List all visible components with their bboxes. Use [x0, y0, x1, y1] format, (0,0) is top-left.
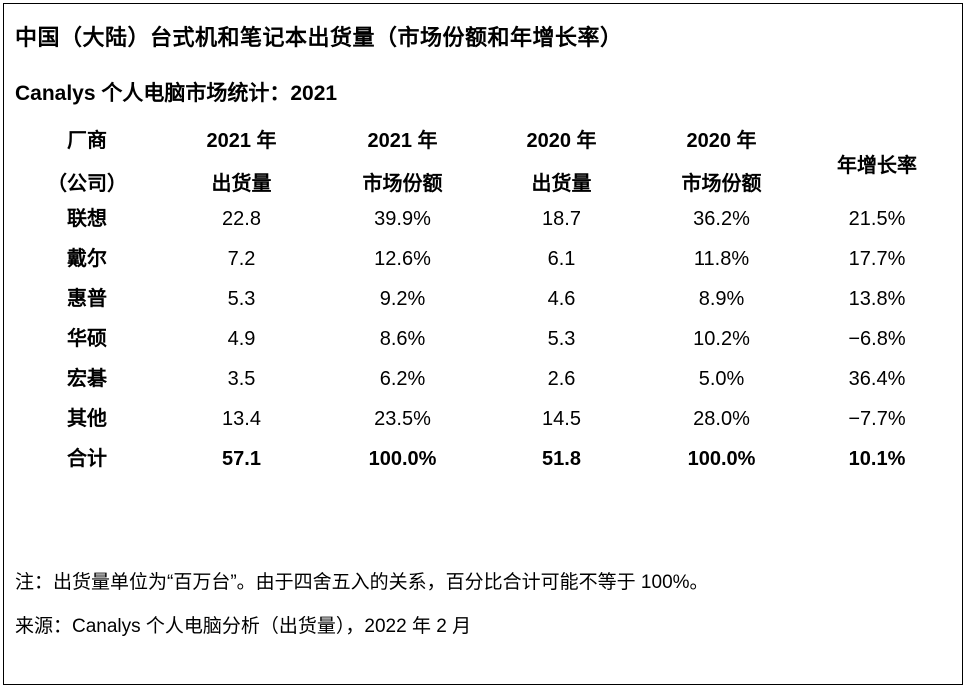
- share-2021-cell: 100.0%: [368, 448, 437, 470]
- shipments-2020-cell: 18.7: [542, 208, 581, 230]
- data-table: 厂商 （公司） 2021 年 出货量 2021 年 市场份额 2020 年 出货…: [14, 120, 952, 479]
- header-share-2020-line2: 市场份额: [681, 173, 762, 195]
- growth-cell: −6.8%: [848, 328, 906, 350]
- vendor-cell: 其他: [67, 408, 107, 430]
- growth-cell: 36.4%: [848, 368, 906, 390]
- shipments-2021-cell: 5.3: [227, 288, 256, 310]
- table-row-dell: 戴尔 7.2 12.6% 6.1 11.8% 17.7%: [14, 239, 952, 279]
- vendor-cell: 华硕: [67, 328, 107, 350]
- source-line: 来源：Canalys 个人电脑分析（出货量），2022 年 2 月: [15, 616, 472, 637]
- growth-cell: 17.7%: [848, 248, 906, 270]
- growth-cell: −7.7%: [848, 408, 906, 430]
- share-2020-cell: 36.2%: [693, 208, 750, 230]
- table-row-others: 其他 13.4 23.5% 14.5 28.0% −7.7%: [14, 399, 952, 439]
- share-2020-cell: 8.9%: [698, 288, 745, 310]
- header-vendor-line1: 厂商: [67, 130, 107, 152]
- table-header-row: 厂商 （公司） 2021 年 出货量 2021 年 市场份额 2020 年 出货…: [14, 120, 952, 206]
- vendor-cell: 惠普: [67, 288, 107, 310]
- share-2021-cell: 9.2%: [379, 288, 426, 310]
- shipments-2021-cell: 4.9: [227, 328, 256, 350]
- share-2020-cell: 100.0%: [687, 448, 756, 470]
- header-shipments-2020: 2020 年 出货量: [482, 120, 641, 206]
- header-share-2020-line1: 2020 年: [686, 130, 757, 152]
- header-share-2021-line1: 2021 年: [367, 130, 438, 152]
- vendor-cell: 宏碁: [67, 368, 107, 390]
- share-2020-cell: 28.0%: [693, 408, 750, 430]
- shipments-2020-cell: 14.5: [542, 408, 581, 430]
- header-share-2021: 2021 年 市场份额: [323, 120, 482, 206]
- table-row-lenovo: 联想 22.8 39.9% 18.7 36.2% 21.5%: [14, 199, 952, 239]
- vendor-cell: 合计: [67, 448, 107, 470]
- vendor-cell: 联想: [67, 208, 107, 230]
- shipments-2021-cell: 7.2: [227, 248, 256, 270]
- note-line: 注：出货量单位为“百万台”。由于四舍五入的关系，百分比合计可能不等于 100%。: [15, 572, 709, 593]
- header-shipments-2020-line1: 2020 年: [526, 130, 597, 152]
- shipments-2020-cell: 5.3: [547, 328, 576, 350]
- page-title: 中国（大陆）台式机和笔记本出货量（市场份额和年增长率）: [15, 25, 623, 50]
- header-share-2020: 2020 年 市场份额: [641, 120, 802, 206]
- shipments-2020-cell: 6.1: [547, 248, 576, 270]
- share-2021-cell: 23.5%: [374, 408, 431, 430]
- header-shipments-2021-line2: 出货量: [211, 173, 272, 195]
- table-row-asus: 华硕 4.9 8.6% 5.3 10.2% −6.8%: [14, 319, 952, 359]
- header-vendor: 厂商 （公司）: [14, 120, 160, 206]
- header-growth-line1: 年增长率: [837, 154, 917, 177]
- header-share-2021-line2: 市场份额: [362, 173, 443, 195]
- table-body: 联想 22.8 39.9% 18.7 36.2% 21.5% 戴尔 7.2 12…: [14, 199, 952, 479]
- share-2020-cell: 5.0%: [698, 368, 745, 390]
- table-row-hp: 惠普 5.3 9.2% 4.6 8.9% 13.8%: [14, 279, 952, 319]
- shipments-2021-cell: 57.1: [222, 448, 261, 470]
- share-2021-cell: 39.9%: [374, 208, 431, 230]
- share-2021-cell: 8.6%: [379, 328, 426, 350]
- header-growth: 年增长率: [802, 120, 952, 206]
- growth-cell: 21.5%: [848, 208, 906, 230]
- header-shipments-2021: 2021 年 出货量: [160, 120, 323, 206]
- share-2021-cell: 6.2%: [379, 368, 426, 390]
- shipments-2021-cell: 3.5: [227, 368, 256, 390]
- table-row-total: 合计 57.1 100.0% 51.8 100.0% 10.1%: [14, 439, 952, 479]
- footnotes: 注：出货量单位为“百万台”。由于四舍五入的关系，百分比合计可能不等于 100%。…: [15, 561, 709, 649]
- growth-cell: 10.1%: [848, 448, 906, 470]
- shipments-2021-cell: 22.8: [222, 208, 261, 230]
- table-row-acer: 宏碁 3.5 6.2% 2.6 5.0% 36.4%: [14, 359, 952, 399]
- page-subtitle: Canalys 个人电脑市场统计：2021: [15, 82, 338, 105]
- share-2020-cell: 11.8%: [693, 248, 750, 270]
- header-shipments-2020-line2: 出货量: [531, 173, 592, 195]
- vendor-cell: 戴尔: [67, 248, 107, 270]
- share-2021-cell: 12.6%: [374, 248, 431, 270]
- shipments-2020-cell: 51.8: [542, 448, 581, 470]
- header-shipments-2021-line1: 2021 年: [206, 130, 277, 152]
- shipments-2021-cell: 13.4: [222, 408, 261, 430]
- header-vendor-line2: （公司）: [47, 173, 127, 195]
- shipments-2020-cell: 4.6: [547, 288, 576, 310]
- shipments-2020-cell: 2.6: [547, 368, 576, 390]
- growth-cell: 13.8%: [848, 288, 906, 310]
- share-2020-cell: 10.2%: [693, 328, 750, 350]
